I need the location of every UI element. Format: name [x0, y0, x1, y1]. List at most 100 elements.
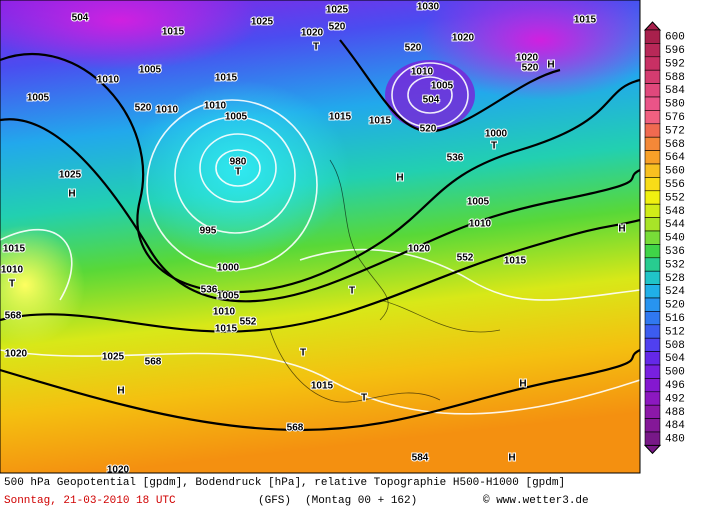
map-label: 1015	[162, 27, 185, 38]
map-label: 980	[230, 157, 247, 168]
map-label: H	[508, 453, 515, 464]
colorbar-label: 576	[665, 112, 685, 124]
map-frame	[0, 0, 641, 474]
colorbar-swatch	[644, 378, 661, 393]
colorbar-swatch	[644, 270, 661, 285]
map-label: 520	[522, 63, 539, 74]
map-label: 520	[420, 124, 437, 135]
colorbar-label: 532	[665, 259, 685, 271]
colorbar-swatch	[644, 69, 661, 84]
colorbar-label: 488	[665, 407, 685, 419]
colorbar-swatch	[644, 230, 661, 245]
map-label: 995	[200, 226, 217, 237]
map-label: 584	[412, 453, 429, 464]
map-label: H	[547, 60, 554, 71]
map-label: 1015	[574, 15, 597, 26]
colorbar-swatch	[644, 203, 661, 218]
colorbar-label: 536	[665, 246, 685, 258]
map-label: H	[519, 379, 526, 390]
map-label: 1005	[225, 112, 248, 123]
colorbar-swatch	[644, 311, 661, 326]
colorbar-swatch	[644, 351, 661, 366]
colorbar-swatch	[644, 123, 661, 138]
map-label: 1005	[467, 197, 490, 208]
colorbar-swatch	[644, 337, 661, 352]
colorbar-label: 540	[665, 233, 685, 245]
colorbar-swatch	[644, 29, 661, 44]
colorbar-swatch	[644, 83, 661, 98]
map-label: 520	[405, 43, 422, 54]
colorbar-label: 520	[665, 300, 685, 312]
map-label: 1020	[5, 349, 28, 360]
map-label: T	[349, 286, 355, 297]
map-label: 520	[329, 22, 346, 33]
colorbar-swatch	[644, 244, 661, 259]
map-label: T	[361, 393, 367, 404]
map-label: 536	[447, 153, 464, 164]
map-label: 1025	[326, 5, 349, 16]
map-label: 1020	[301, 28, 324, 39]
map-label: 1000	[217, 263, 240, 274]
footer-title: 500 hPa Geopotential [gpdm], Bodendruck …	[4, 477, 565, 489]
map-label: 1005	[139, 65, 162, 76]
colorbar-swatch	[644, 217, 661, 232]
map-label: 1010	[156, 105, 179, 116]
map-label: 520	[135, 103, 152, 114]
map-label: 1000	[485, 129, 508, 140]
map-label: 1010	[1, 265, 24, 276]
map-label: H	[117, 386, 124, 397]
map-label: 1015	[311, 381, 334, 392]
colorbar-label: 492	[665, 393, 685, 405]
colorbar-label: 552	[665, 192, 685, 204]
colorbar-swatch	[644, 56, 661, 71]
map-label: 1015	[329, 112, 352, 123]
map-label: T	[313, 42, 319, 53]
colorbar-swatch	[644, 404, 661, 419]
colorbar-label: 560	[665, 166, 685, 178]
colorbar-label: 588	[665, 72, 685, 84]
colorbar-label: 524	[665, 286, 685, 298]
map-label: 1015	[369, 116, 392, 127]
map-label: 1020	[452, 33, 475, 44]
colorbar-label: 500	[665, 367, 685, 379]
map-label: 552	[457, 253, 474, 264]
map-label: T	[235, 167, 241, 178]
colorbar-cap	[643, 21, 662, 31]
map-label: H	[68, 189, 75, 200]
map-label: 1015	[504, 256, 527, 267]
map-label: 504	[72, 13, 89, 24]
colorbar-swatch	[644, 284, 661, 299]
map-label: T	[300, 348, 306, 359]
map-label: 1010	[97, 75, 120, 86]
colorbar-swatch	[644, 177, 661, 192]
map-label: 1020	[408, 244, 431, 255]
map-label: 1010	[213, 307, 236, 318]
footer: 500 hPa Geopotential [gpdm], Bodendruck …	[4, 477, 589, 507]
colorbar-label: 580	[665, 99, 685, 111]
map-label: 1025	[251, 17, 274, 28]
footer-run: (Montag 00 + 162)	[305, 495, 417, 507]
footer-date: Sonntag, 21-03-2010 18 UTC	[4, 495, 176, 507]
map-label: 1005	[431, 81, 454, 92]
map-label: 1015	[215, 324, 238, 335]
colorbar-swatch	[644, 43, 661, 58]
colorbar-swatch	[644, 431, 661, 446]
map-label: 568	[145, 357, 162, 368]
colorbar-swatch	[644, 163, 661, 178]
footer-model: (GFS)	[258, 495, 291, 507]
map-label: 1010	[204, 101, 227, 112]
colorbar-swatch	[644, 257, 661, 272]
colorbar-swatch	[644, 110, 661, 125]
colorbar-label: 564	[665, 152, 685, 164]
colorbar-label: 572	[665, 125, 685, 137]
map-label: 536	[201, 285, 218, 296]
map-label: 1015	[215, 73, 238, 84]
map-label: 568	[5, 311, 22, 322]
colorbar-label: 496	[665, 380, 685, 392]
map-label: H	[618, 224, 625, 235]
colorbar-swatch	[644, 96, 661, 111]
colorbar-swatch	[644, 136, 661, 151]
footer-credit: © www.wetter3.de	[483, 495, 589, 507]
colorbar-label: 548	[665, 206, 685, 218]
